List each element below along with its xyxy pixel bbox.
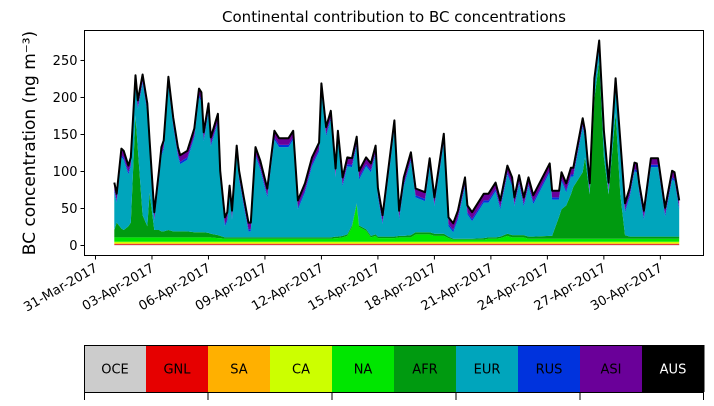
total-line	[113, 39, 681, 225]
area-ca	[114, 241, 680, 244]
legend-swatch-eur	[456, 345, 519, 392]
legend-label: AFR	[412, 363, 437, 378]
y-tick-label: 250	[53, 54, 78, 69]
legend-label: RUS	[536, 363, 563, 378]
legend-swatch-afr	[394, 345, 457, 392]
y-axis-label: BC concentration (ng m⁻³)	[20, 31, 40, 255]
legend-label: EUR	[474, 363, 501, 378]
legend-label: SA	[230, 363, 247, 378]
plot-frame	[84, 30, 704, 256]
chart-title: Continental contribution to BC concentra…	[222, 8, 566, 26]
legend-swatch-sa	[208, 345, 271, 392]
y-tick-label: 200	[53, 91, 78, 106]
area-afr	[114, 61, 680, 240]
y-tick-label: 150	[53, 128, 78, 143]
y-tick-label: 100	[53, 165, 78, 180]
area-oce	[114, 244, 680, 246]
legend-label: ASI	[601, 363, 622, 378]
area-gnl	[114, 244, 680, 245]
region-colorbar-legend: OCE GNL SA CA NA AFR EUR RUS ASI AUS	[84, 345, 705, 400]
legend-label: GNL	[163, 363, 191, 378]
legend-label: NA	[354, 363, 373, 378]
legend-label: OCE	[101, 363, 129, 378]
legend-label: CA	[292, 363, 310, 378]
area-eur	[114, 49, 680, 239]
y-tick-label: 0	[69, 239, 77, 254]
area-na	[114, 204, 680, 242]
legend-swatch-oce	[84, 345, 147, 392]
legend-swatch-asi	[580, 345, 643, 392]
legend-label: AUS	[660, 363, 687, 378]
legend-swatch-gnl	[146, 345, 209, 392]
area-layers	[113, 39, 681, 246]
legend-swatch-aus	[642, 345, 705, 392]
y-tick-label: 50	[61, 202, 78, 217]
legend-swatch-na	[332, 345, 395, 392]
legend-frame	[84, 345, 704, 393]
legend-swatch-ca	[270, 345, 333, 392]
area-sa	[114, 243, 680, 244]
legend-swatch-rus	[518, 345, 581, 392]
